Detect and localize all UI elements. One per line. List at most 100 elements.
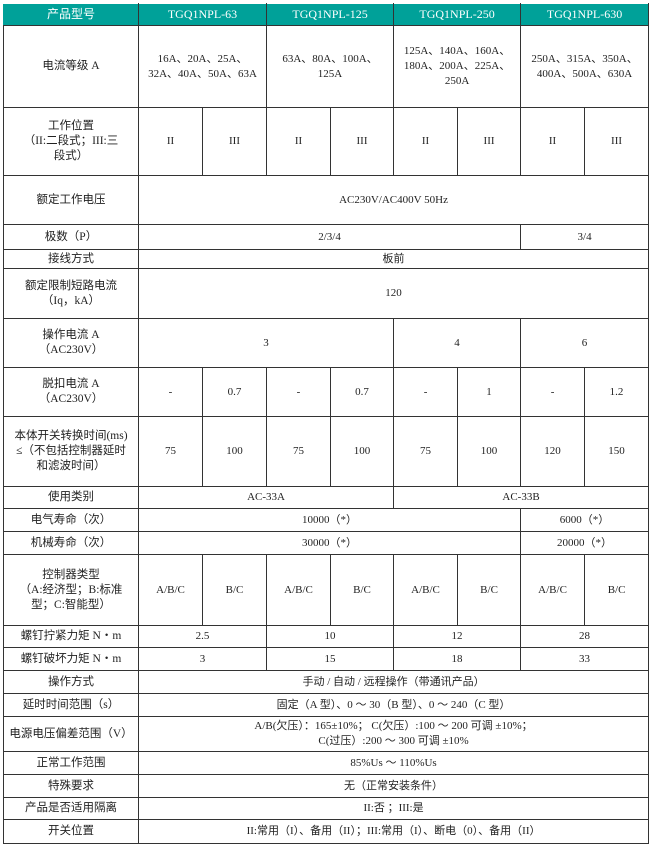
cell: 85%Us ～ 110%Us — [137, 751, 650, 775]
cell: 2/3/4 — [137, 224, 522, 250]
model-header: TGQ1NPL-630 — [520, 3, 650, 26]
cell: 3/4 — [520, 224, 650, 250]
row-trip-current: 脱扣电流 A （AC230V） - 0.7 - 0.7 - 1 - 1.2 — [3, 367, 650, 417]
row-switch-time: 本体开关转换时间(ms) ≤（不包括控制器延时 和滤波时间） 75 100 75… — [3, 416, 650, 487]
row-label: 螺钉破坏力矩 N・m — [3, 647, 139, 671]
cell: II:常用（I）、备用（II）；III:常用（I）、断电（0）、备用（II） — [137, 819, 650, 844]
row-mechanical-life: 机械寿命（次） 30000（*） 20000（*） — [3, 531, 650, 555]
model-header: TGQ1NPL-250 — [393, 3, 522, 26]
cell: B/C — [457, 554, 522, 626]
row-category: 使用类别 AC-33A AC-33B — [3, 486, 650, 509]
row-wiring: 接线方式 板前 — [3, 249, 650, 269]
row-breaking-torque: 螺钉破坏力矩 N・m 3 15 18 33 — [3, 647, 650, 671]
model-header: TGQ1NPL-63 — [137, 3, 268, 26]
cell: 33 — [520, 647, 650, 671]
cell: II — [520, 107, 586, 176]
cell: 150 — [584, 416, 650, 487]
cell: AC-33A — [137, 486, 395, 509]
row-label: 产品是否适用隔离 — [3, 797, 139, 820]
cell: 12 — [393, 625, 522, 648]
cell: B/C — [201, 554, 268, 626]
row-label: 脱扣电流 A （AC230V） — [3, 367, 139, 417]
cell: A/B/C — [266, 554, 332, 626]
cell: 6 — [520, 318, 650, 368]
cell: 30000（*） — [137, 531, 522, 555]
cell: II — [393, 107, 459, 176]
cell: 75 — [266, 416, 332, 487]
row-current: 电流等级 A 16A、20A、25A、 32A、40A、50A、63A 63A、… — [3, 25, 650, 108]
cell: - — [138, 367, 203, 417]
row-position: 工作位置 （II:二段式；III:三 段式） II III II III II … — [3, 107, 650, 176]
cell: - — [266, 367, 332, 417]
row-voltage: 额定工作电压 AC230V/AC400V 50Hz — [3, 175, 650, 225]
cell: 3 — [137, 647, 268, 671]
cell: 板前 — [137, 249, 650, 269]
cell: 100 — [457, 416, 522, 487]
cell: 1.2 — [584, 367, 650, 417]
row-label: 正常工作范围 — [3, 751, 139, 775]
cell: A/B(欠压）：165±10%； C(欠压）:100 ～ 200 可调 ±10%… — [137, 716, 650, 752]
row-label: 机械寿命（次） — [3, 531, 139, 555]
row-label: 电流等级 A — [3, 25, 139, 108]
row-operating-current: 操作电流 A （AC230V） 3 4 6 — [3, 318, 650, 368]
cell: 10000（*） — [137, 508, 522, 532]
cell: 3 — [137, 318, 395, 368]
cell: 0.7 — [330, 367, 395, 417]
cell: 250A、315A、350A、 400A、500A、630A — [520, 25, 650, 108]
row-switch-position: 开关位置 II:常用（I）、备用（II）；III:常用（I）、断电（0）、备用（… — [3, 819, 650, 844]
row-label: 特殊要求 — [3, 774, 139, 798]
cell: 20000（*） — [520, 531, 650, 555]
cell: B/C — [584, 554, 650, 626]
row-controller: 控制器类型 （A:经济型；B:标准 型；C:智能型） A/B/C B/C A/B… — [3, 554, 650, 626]
row-label: 接线方式 — [3, 249, 139, 269]
row-delay: 延时时间范围（s） 固定（A 型）、0 ～ 30（B 型）、0 ～ 240（C … — [3, 693, 650, 717]
row-poles: 极数（P） 2/3/4 3/4 — [3, 224, 650, 250]
cell: 18 — [393, 647, 522, 671]
header-row: 产品型号 TGQ1NPL-63 TGQ1NPL-125 TGQ1NPL-250 … — [3, 3, 650, 26]
row-label: 本体开关转换时间(ms) ≤（不包括控制器延时 和滤波时间） — [3, 416, 139, 487]
row-label: 额定限制短路电流 （Iq，kA） — [3, 268, 139, 319]
row-tightening-torque: 螺钉拧紧力矩 N・m 2.5 10 12 28 — [3, 625, 650, 648]
row-electrical-life: 电气寿命（次） 10000（*） 6000（*） — [3, 508, 650, 532]
cell: III — [201, 107, 268, 176]
row-label: 工作位置 （II:二段式；III:三 段式） — [3, 107, 139, 176]
cell: 28 — [520, 625, 650, 648]
cell: 手动 / 自动 / 远程操作（带通讯产品） — [137, 670, 650, 694]
row-label: 延时时间范围（s） — [3, 693, 139, 717]
cell: 15 — [266, 647, 395, 671]
row-label: 操作方式 — [3, 670, 139, 694]
cell: II:否 ；III:是 — [137, 797, 650, 820]
row-label: 操作电流 A （AC230V） — [3, 318, 139, 368]
row-label: 螺钉拧紧力矩 N・m — [3, 625, 139, 648]
cell: 6000（*） — [520, 508, 650, 532]
cell: AC230V/AC400V 50Hz — [137, 175, 650, 225]
cell: 63A、80A、100A、 125A — [266, 25, 395, 108]
row-label: 额定工作电压 — [3, 175, 139, 225]
row-label: 使用类别 — [3, 486, 139, 509]
cell: A/B/C — [520, 554, 586, 626]
row-normal-range: 正常工作范围 85%Us ～ 110%Us — [3, 751, 650, 775]
cell: 75 — [393, 416, 459, 487]
cell: 1 — [457, 367, 522, 417]
cell: 100 — [201, 416, 268, 487]
cell: A/B/C — [138, 554, 203, 626]
cell: III — [584, 107, 650, 176]
cell: 10 — [266, 625, 395, 648]
cell: II — [266, 107, 332, 176]
spec-table: 产品型号 TGQ1NPL-63 TGQ1NPL-125 TGQ1NPL-250 … — [3, 3, 650, 844]
row-label: 电源电压偏差范围（V） — [3, 716, 139, 752]
cell: 无（正常安装条件） — [137, 774, 650, 798]
cell: 120 — [520, 416, 586, 487]
header-label: 产品型号 — [3, 3, 139, 26]
row-label: 极数（P） — [3, 224, 139, 250]
model-header: TGQ1NPL-125 — [266, 3, 395, 26]
row-label: 开关位置 — [3, 819, 139, 844]
cell: III — [457, 107, 522, 176]
row-deviation: 电源电压偏差范围（V） A/B(欠压）：165±10%； C(欠压）:100 ～… — [3, 716, 650, 752]
cell: - — [393, 367, 459, 417]
cell: 0.7 — [201, 367, 268, 417]
cell: - — [520, 367, 586, 417]
row-special: 特殊要求 无（正常安装条件） — [3, 774, 650, 798]
cell: 2.5 — [137, 625, 268, 648]
cell: II — [138, 107, 203, 176]
